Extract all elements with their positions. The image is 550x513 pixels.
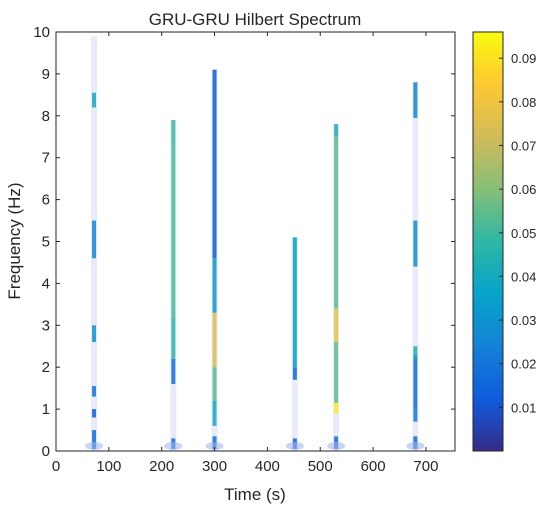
x-axis: 0 100 200 300 400 500 600 700 (52, 32, 438, 475)
colorbar-tick-label: 0.04 (511, 269, 536, 284)
spectrum-segment (212, 69, 217, 259)
x-tick-label: 0 (52, 458, 60, 475)
y-tick-label: 4 (42, 275, 50, 292)
spectrum-segment (212, 367, 217, 401)
spectrum-segment (92, 409, 97, 418)
spectrum-line-2 (205, 69, 224, 451)
spectrum-line-3 (285, 237, 304, 451)
spectrum-line-4 (327, 124, 346, 451)
y-axis: 0 1 2 3 4 5 6 7 8 9 10 (33, 24, 455, 460)
x-tick-label: 200 (149, 458, 174, 475)
x-tick-label: 300 (202, 458, 227, 475)
colorbar-tick-label: 0.08 (511, 95, 536, 110)
spectrum-segment (334, 402, 339, 414)
y-axis-label: Frequency (Hz) (5, 182, 24, 299)
y-tick-label: 1 (42, 401, 50, 418)
plot-area-frame (55, 31, 456, 452)
x-tick-label: 600 (361, 458, 386, 475)
spectrum-segment (212, 258, 217, 313)
spectrum-segment (92, 92, 97, 108)
spectrum-segment (92, 430, 97, 449)
spectrum-segment (212, 400, 217, 426)
x-tick-label: 400 (255, 458, 280, 475)
y-tick-label: 10 (33, 24, 50, 41)
spectrum-segment (334, 308, 339, 343)
spectrum-segment (92, 220, 97, 259)
colorbar-tick-label: 0.01 (511, 400, 536, 415)
y-tick-label: 5 (42, 234, 50, 251)
spectrum-segment (413, 354, 418, 410)
y-tick-label: 2 (42, 359, 50, 376)
spectrum-segment (334, 136, 339, 309)
spectrum-segment (171, 316, 176, 359)
spectrum-segment (92, 325, 97, 343)
colorbar-tick-label: 0.02 (511, 357, 536, 372)
spectrum-line-1 (164, 119, 183, 451)
colorbar-tick-label: 0.09 (511, 51, 536, 66)
y-tick-label: 0 (42, 443, 50, 460)
colorbar-ticks: 0.01 0.02 0.03 0.04 0.05 0.06 0.07 0.08 0.09 (499, 51, 536, 415)
spectrum-segment (292, 367, 297, 380)
x-axis-label: Time (s) (224, 485, 286, 504)
spectrum-segment (413, 82, 418, 118)
spectrum-segment (92, 386, 97, 397)
y-tick-label: 8 (42, 108, 50, 125)
spectrum-segment (212, 312, 217, 368)
y-tick-label: 3 (42, 317, 50, 334)
colorbar-tick-label: 0.03 (511, 313, 536, 328)
spectrum-line-5 (406, 82, 425, 451)
y-tick-label: 7 (42, 150, 50, 167)
spectrum-segment (413, 409, 418, 422)
spectrum-base (85, 441, 104, 450)
colorbar-tick-label: 0.06 (511, 182, 536, 197)
y-tick-label: 6 (42, 192, 50, 209)
spectrum-segment (292, 237, 297, 368)
spectrum-segment (171, 358, 176, 384)
spectrum-segment (334, 342, 339, 403)
x-tick-label: 700 (413, 458, 438, 475)
spectrum-base (205, 441, 224, 450)
spectrum-base (327, 441, 346, 450)
x-tick-label: 500 (308, 458, 333, 475)
colorbar-tick-label: 0.07 (511, 138, 536, 153)
spectrum-segment (334, 124, 339, 137)
spectrum-base (406, 441, 425, 450)
x-tick-label: 100 (96, 458, 121, 475)
colorbar (472, 31, 504, 452)
y-tick-label: 9 (42, 66, 50, 83)
spectrum-line-0 (85, 36, 104, 451)
spectrum-segment (413, 346, 418, 359)
colorbar-tick-label: 0.05 (511, 226, 536, 241)
spectrum-base (285, 441, 304, 450)
spectrum-base (164, 441, 183, 450)
chart-title: GRU-GRU Hilbert Spectrum (149, 10, 362, 29)
spectrum-marks (85, 36, 425, 451)
spectrum-segment (413, 220, 418, 267)
spectrum-segment (171, 119, 176, 146)
spectrum-segment (171, 145, 176, 317)
